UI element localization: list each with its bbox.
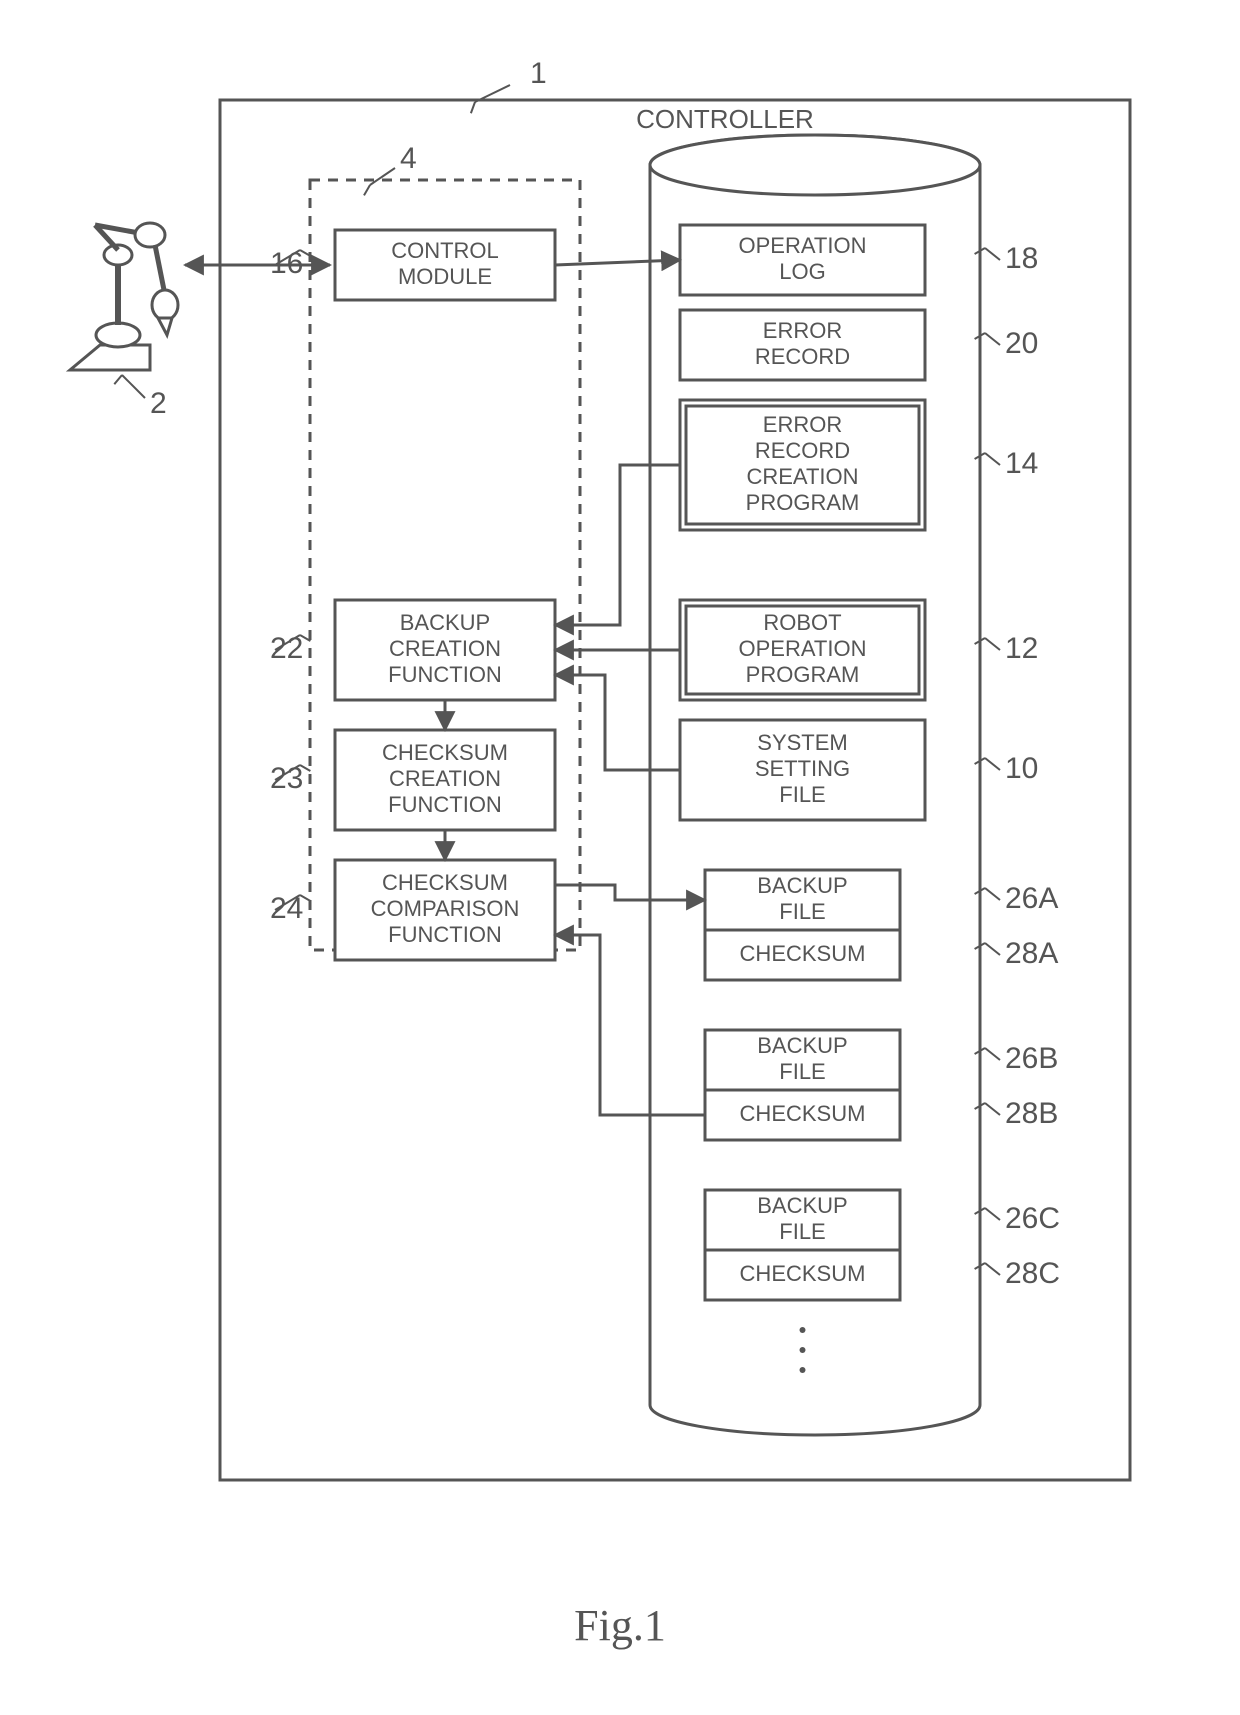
svg-text:CREATION: CREATION <box>389 636 501 661</box>
svg-text:FUNCTION: FUNCTION <box>388 792 502 817</box>
svg-text:BACKUP: BACKUP <box>757 1193 847 1218</box>
svg-text:FILE: FILE <box>779 782 825 807</box>
svg-text:28A: 28A <box>1005 937 1058 970</box>
svg-text:26C: 26C <box>1005 1202 1060 1235</box>
svg-text:26B: 26B <box>1005 1042 1058 1075</box>
svg-text:26A: 26A <box>1005 882 1058 915</box>
svg-text:LOG: LOG <box>779 259 825 284</box>
svg-text:CHECKSUM: CHECKSUM <box>740 1261 866 1286</box>
svg-text:RECORD: RECORD <box>755 344 850 369</box>
svg-text:18: 18 <box>1005 242 1038 275</box>
svg-text:CHECKSUM: CHECKSUM <box>382 740 508 765</box>
svg-text:CHECKSUM: CHECKSUM <box>740 941 866 966</box>
svg-text:FILE: FILE <box>779 1219 825 1244</box>
svg-text:28B: 28B <box>1005 1097 1058 1130</box>
svg-text:10: 10 <box>1005 752 1038 785</box>
svg-text:FUNCTION: FUNCTION <box>388 922 502 947</box>
svg-text:1: 1 <box>530 57 547 90</box>
svg-text:CREATION: CREATION <box>389 766 501 791</box>
svg-text:28C: 28C <box>1005 1257 1060 1290</box>
svg-text:BACKUP: BACKUP <box>757 873 847 898</box>
svg-text:SYSTEM: SYSTEM <box>757 730 847 755</box>
svg-text:12: 12 <box>1005 632 1038 665</box>
svg-text:CONTROLLER: CONTROLLER <box>636 104 814 134</box>
svg-text:CHECKSUM: CHECKSUM <box>382 870 508 895</box>
svg-text:CONTROL: CONTROL <box>391 238 499 263</box>
svg-text:4: 4 <box>400 142 417 175</box>
svg-text:RECORD: RECORD <box>755 438 850 463</box>
svg-text:FILE: FILE <box>779 1059 825 1084</box>
svg-text:Fig.1: Fig.1 <box>574 1601 666 1650</box>
svg-text:OPERATION: OPERATION <box>739 233 867 258</box>
svg-text:ERROR: ERROR <box>763 318 842 343</box>
svg-text:ROBOT: ROBOT <box>763 610 841 635</box>
svg-text:CREATION: CREATION <box>746 464 858 489</box>
svg-text:FUNCTION: FUNCTION <box>388 662 502 687</box>
svg-text:BACKUP: BACKUP <box>400 610 490 635</box>
svg-text:MODULE: MODULE <box>398 264 492 289</box>
svg-text:2: 2 <box>150 387 167 420</box>
svg-text:BACKUP: BACKUP <box>757 1033 847 1058</box>
svg-text:COMPARISON: COMPARISON <box>371 896 520 921</box>
svg-text:ERROR: ERROR <box>763 412 842 437</box>
svg-text:CHECKSUM: CHECKSUM <box>740 1101 866 1126</box>
svg-text:OPERATION: OPERATION <box>739 636 867 661</box>
svg-text:20: 20 <box>1005 327 1038 360</box>
svg-text:SETTING: SETTING <box>755 756 850 781</box>
svg-text:FILE: FILE <box>779 899 825 924</box>
svg-text:PROGRAM: PROGRAM <box>746 490 860 515</box>
svg-text:PROGRAM: PROGRAM <box>746 662 860 687</box>
svg-text:14: 14 <box>1005 447 1038 480</box>
